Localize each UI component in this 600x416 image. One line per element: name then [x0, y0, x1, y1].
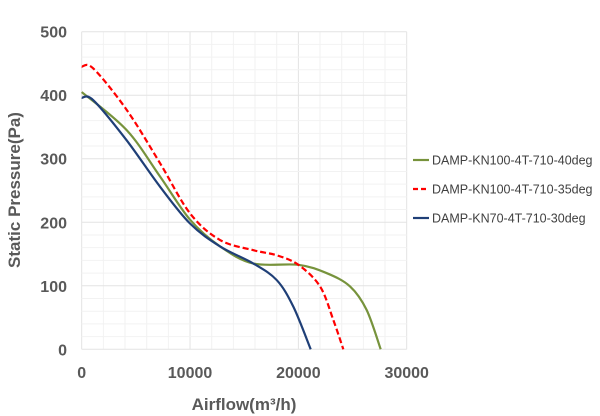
y-tick-label: 400 [40, 88, 67, 105]
series-line-2 [81, 95, 312, 350]
y-tick-label: 500 [40, 25, 67, 42]
y-tick-label: 0 [58, 342, 67, 359]
x-tick-label: 0 [77, 365, 86, 382]
x-tick-label: 10000 [168, 365, 213, 382]
y-tick-label: 200 [40, 215, 67, 232]
legend-label: DAMP-KN100-4T-710-35deg [432, 183, 593, 197]
y-axis-ticks: 0 100 200 300 400 500 [40, 25, 67, 360]
grid [81, 31, 408, 350]
y-axis-label: Static Pressure(Pa) [5, 112, 24, 268]
series-lines [80, 63, 382, 350]
x-tick-label: 30000 [384, 365, 429, 382]
series-line-1 [81, 63, 345, 350]
legend-label: DAMP-KN100-4T-710-40deg [432, 154, 593, 168]
legend: DAMP-KN100-4T-710-40deg DAMP-KN100-4T-710… [413, 154, 593, 226]
y-tick-label: 300 [40, 152, 67, 169]
legend-label: DAMP-KN70-4T-710-30deg [432, 212, 586, 226]
x-axis-label: Airflow(m³/h) [192, 395, 297, 414]
x-tick-label: 20000 [276, 365, 321, 382]
x-axis-ticks: 0 10000 20000 30000 [77, 365, 429, 382]
y-tick-label: 100 [40, 279, 67, 296]
